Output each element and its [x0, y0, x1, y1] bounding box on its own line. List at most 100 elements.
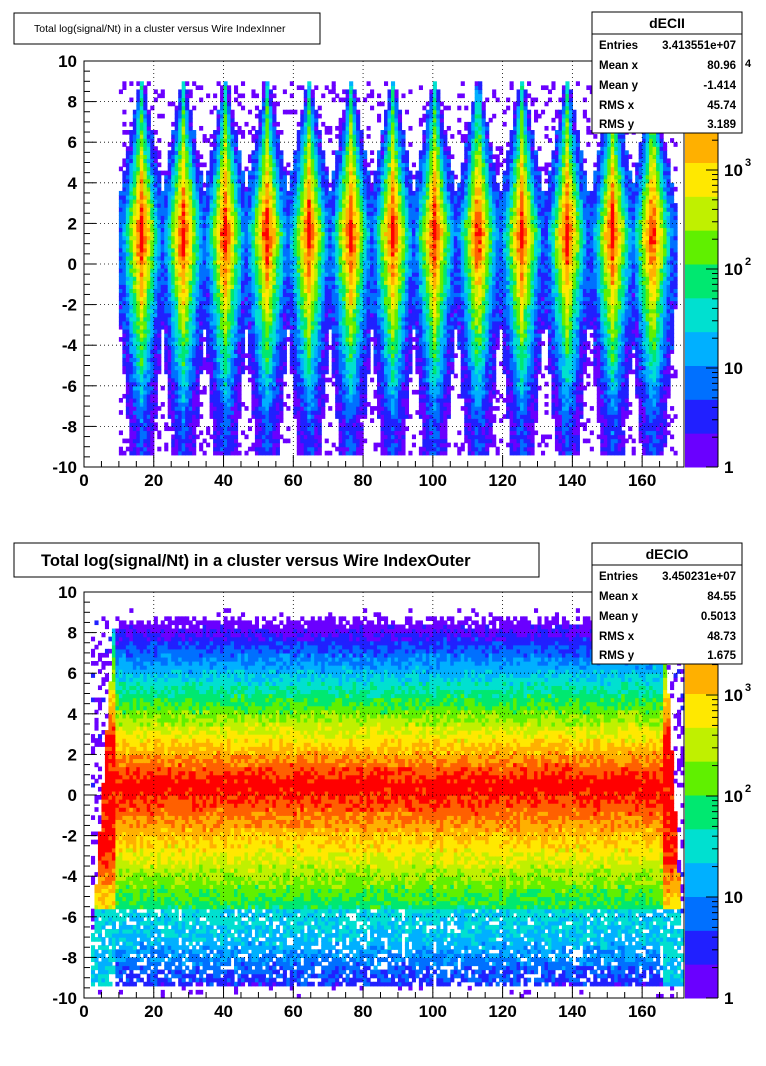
- heat-cell: [314, 321, 318, 326]
- heat-cell: [304, 361, 308, 366]
- heat-cell: [265, 203, 269, 208]
- heat-cell: [255, 268, 259, 273]
- heat-cell: [224, 256, 228, 261]
- heat-cell: [189, 118, 193, 123]
- heat-cell: [241, 272, 245, 277]
- heat-cell: [178, 252, 182, 257]
- heat-cell: [321, 370, 325, 375]
- heat-cell: [335, 349, 339, 354]
- heat-cell: [293, 252, 297, 257]
- heat-cell: [126, 414, 130, 419]
- heat-cell: [339, 171, 343, 176]
- heat-cell: [126, 361, 130, 366]
- heat-cell: [346, 223, 350, 228]
- heat-cell: [154, 256, 158, 261]
- heat-cell: [224, 203, 228, 208]
- heat-cell: [126, 345, 130, 350]
- heat-cell: [234, 280, 238, 285]
- heat-cell: [147, 252, 151, 257]
- heat-cell: [251, 150, 255, 155]
- heat-cell: [227, 183, 231, 188]
- heat-cell: [196, 317, 200, 322]
- heat-cell: [234, 240, 238, 245]
- heat-cell: [279, 386, 283, 391]
- heat-cell: [203, 317, 207, 322]
- heat-cell: [136, 398, 140, 403]
- heat-cell: [258, 191, 262, 196]
- heat-cell: [297, 447, 301, 452]
- heat-cell: [147, 288, 151, 293]
- heat-cell: [154, 158, 158, 163]
- heat-cell: [339, 252, 343, 257]
- heat-cell: [276, 374, 280, 379]
- heat-cell: [318, 361, 322, 366]
- heat-cell: [199, 349, 203, 354]
- heat-cell: [300, 130, 304, 135]
- heat-cell: [321, 163, 325, 168]
- heat-cell: [251, 223, 255, 228]
- heat-cell: [237, 102, 241, 107]
- heat-cell: [293, 337, 297, 342]
- heat-cell: [241, 211, 245, 216]
- heat-cell: [182, 276, 186, 281]
- heat-cell: [241, 333, 245, 338]
- heat-cell: [234, 357, 238, 362]
- heat-cell: [283, 199, 287, 204]
- heat-cell: [258, 280, 262, 285]
- heat-cell: [182, 439, 186, 444]
- heat-cell: [217, 167, 221, 172]
- heat-cell: [349, 378, 353, 383]
- heat-cell: [213, 337, 217, 342]
- heat-cell: [217, 313, 221, 318]
- heat-cell: [346, 333, 350, 338]
- heat-cell: [332, 366, 336, 371]
- heat-cell: [143, 394, 147, 399]
- heat-cell: [265, 386, 269, 391]
- heat-cell: [192, 305, 196, 310]
- heat-cell: [265, 378, 269, 383]
- heat-cell: [224, 378, 228, 383]
- heat-cell: [314, 163, 318, 168]
- heat-cell: [143, 93, 147, 98]
- heat-cell: [314, 349, 318, 354]
- heat-cell: [213, 93, 217, 98]
- heat-cell: [311, 357, 315, 362]
- heat-cell: [126, 325, 130, 330]
- heat-cell: [231, 394, 235, 399]
- heat-cell: [147, 134, 151, 139]
- heat-cell: [311, 418, 315, 423]
- heat-cell: [182, 292, 186, 297]
- heat-cell: [126, 272, 130, 277]
- heat-cell: [265, 102, 269, 107]
- heat-cell: [175, 146, 179, 151]
- heat-cell: [213, 134, 217, 139]
- heat-cell: [251, 134, 255, 139]
- heat-cell: [304, 435, 308, 440]
- heat-cell: [276, 187, 280, 192]
- heat-cell: [196, 398, 200, 403]
- heat-cell: [311, 215, 315, 220]
- heat-cell: [237, 374, 241, 379]
- heat-cell: [269, 211, 273, 216]
- heat-cell: [147, 171, 151, 176]
- heat-cell: [325, 398, 329, 403]
- heat-cell: [318, 321, 322, 326]
- heat-cell: [307, 248, 311, 253]
- heat-cell: [314, 122, 318, 127]
- heat-cell: [168, 333, 172, 338]
- heat-cell: [255, 264, 259, 269]
- heat-cell: [279, 232, 283, 237]
- heat-cell: [199, 207, 203, 212]
- heat-cell: [279, 264, 283, 269]
- heat-cell: [210, 179, 214, 184]
- heat-cell: [265, 150, 269, 155]
- heat-cell: [314, 203, 318, 208]
- heat-cell: [133, 366, 137, 371]
- heat-cell: [175, 264, 179, 269]
- heat-cell: [276, 353, 280, 358]
- heat-cell: [143, 227, 147, 232]
- heat-cell: [339, 370, 343, 375]
- heat-cell: [164, 357, 168, 362]
- heat-cell: [126, 236, 130, 241]
- heat-cell: [171, 195, 175, 200]
